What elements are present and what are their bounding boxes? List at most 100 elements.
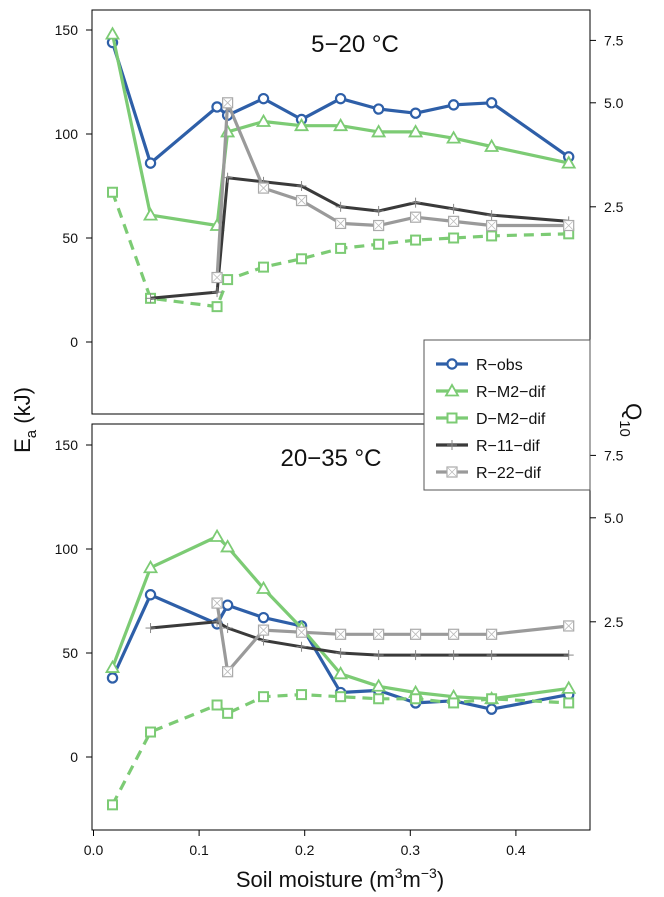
data-point-d-m2-dif [145,726,157,738]
y-tick-label: 50 [62,645,78,661]
data-point-d-m2-dif [211,301,223,313]
data-point-r-m2-dif [209,528,225,542]
data-point-r-22-dif [335,217,347,230]
bottom-panel-title: 20−35 °C [280,445,381,472]
top-panel-frame [91,9,591,415]
data-point-r-22-dif [295,626,308,638]
top-panel-title: 5−20 °C [311,31,399,58]
data-point-r-m2-dif [446,130,462,144]
data-point-r-22-dif [447,215,460,227]
legend-label: D−M2−dif [476,411,546,428]
data-point-r-11-dif [410,650,421,661]
data-point-r-11-dif [563,650,574,661]
legend-marker [444,383,460,397]
legend-label: R−11−dif [476,438,540,455]
q10-tick-label: 5.0 [604,510,624,526]
data-point-r-22-dif [211,271,223,284]
data-point-r-m2-dif [408,124,424,138]
legend: R−obs R−M2−dif D−M2−dif R−11−dif R−22−dif [423,339,591,491]
data-point-r-22-dif [222,666,234,678]
data-point-r-obs [257,92,270,105]
data-point-r-22-dif [257,624,270,636]
series-line-d-m2-dif [111,692,569,806]
y-tick-label: 150 [55,22,79,38]
data-point-r-obs [485,97,498,109]
data-point-d-m2-dif [107,186,119,198]
data-point-r-m2-dif [220,539,236,553]
data-point-r-m2-dif [371,678,387,692]
data-point-r-m2-dif [561,680,577,694]
data-point-r-obs [334,92,347,105]
data-point-d-m2-dif [373,693,385,705]
x-tick-label: 0.0 [84,842,104,858]
series-line-r-22-dif [215,602,569,674]
data-point-r-m2-dif [104,659,121,673]
data-point-r-22-dif [211,597,223,609]
bottom-panel-frame [91,423,591,831]
data-point-r-11-dif [222,623,233,634]
data-point-d-m2-dif [373,238,385,250]
data-point-d-m2-dif [448,232,460,244]
series-line-d-m2-dif [110,191,569,309]
y-tick-label: 0 [70,749,78,765]
bottom-panel-plot [104,528,577,811]
data-point-r-m2-dif [293,117,310,132]
data-point-r-m2-dif [104,26,121,40]
q10-tick-label: 7.5 [604,447,624,463]
data-point-d-m2-dif [296,689,308,701]
data-point-r-m2-dif [484,138,500,152]
y-axis-title: Ea (kJ) [10,387,40,453]
data-point-r-22-dif [257,182,270,194]
data-point-r-obs [372,103,385,115]
data-point-d-m2-dif [410,693,422,705]
data-point-r-22-dif [563,620,575,632]
data-point-d-m2-dif [448,697,460,709]
legend-marker [446,412,458,424]
data-point-d-m2-dif [486,693,498,705]
top-panel-axes: 0 50 100 150 2.5 5.0 7.5 [55,22,624,350]
data-point-r-11-dif [335,648,346,658]
data-point-r-22-dif [373,628,385,640]
bottom-panel-axes: 0 50 100 150 2.5 5.0 7.5 [55,437,624,765]
x-tick-label: 0.3 [401,842,421,858]
data-point-r-22-dif [335,628,347,640]
x-axis: 0.0 0.1 0.2 0.3 0.4 [84,830,526,858]
data-point-d-m2-dif [335,242,347,254]
data-point-r-obs [257,611,270,624]
data-point-r-22-dif [486,219,498,232]
legend-marker [446,358,458,370]
data-point-r-22-dif [373,219,385,232]
data-point-r-11-dif [448,650,459,661]
data-point-r-11-dif [212,287,223,298]
data-point-d-m2-dif [222,707,234,719]
data-point-d-m2-dif [258,691,270,703]
data-point-r-11-dif [448,203,459,214]
legend-marker [447,440,457,450]
data-point-r-m2-dif [333,665,349,680]
series-line-r-m2-dif [110,33,570,228]
data-point-r-obs [144,157,157,169]
data-point-r-11-dif [296,641,307,652]
data-point-r-22-dif [222,97,234,109]
data-point-d-m2-dif [258,261,270,273]
legend-marker [446,466,458,478]
data-point-r-11-dif [410,197,421,208]
data-point-r-11-dif [145,623,156,634]
data-point-r-m2-dif [142,207,159,221]
legend-label: R−obs [476,357,523,374]
q10-tick-label: 5.0 [604,95,624,111]
series-line-r-22-dif [215,101,569,278]
data-point-r-obs [211,101,223,113]
x-tick-label: 0.4 [506,842,526,858]
y-tick-label: 50 [62,230,78,246]
data-point-r-11-dif [335,201,346,212]
legend-label: R−M2−dif [476,384,546,401]
x-tick-label: 0.1 [189,842,209,858]
data-point-r-22-dif [409,211,422,223]
data-point-r-obs [221,599,234,611]
data-point-d-m2-dif [211,699,223,711]
data-point-r-m2-dif [561,155,577,169]
q10-tick-label: 2.5 [604,199,624,215]
top-panel-plot [104,26,577,313]
x-tick-label: 0.2 [295,842,315,858]
